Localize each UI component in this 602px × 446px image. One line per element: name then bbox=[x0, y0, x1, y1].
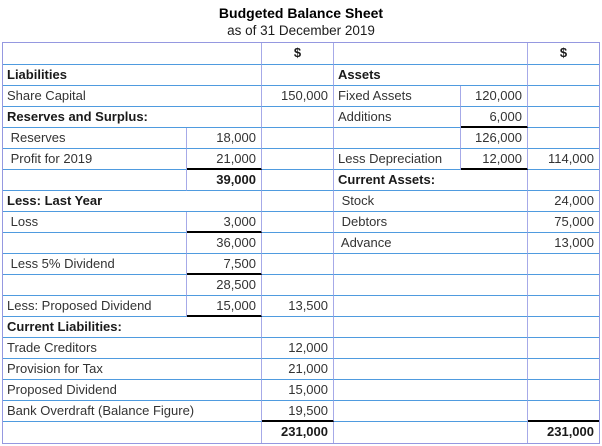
label-cell: Reserves bbox=[3, 128, 187, 149]
currency-header-liabilities: $ bbox=[262, 43, 334, 65]
empty-cell bbox=[3, 422, 262, 443]
amount-cell: 28,500 bbox=[187, 275, 262, 296]
total-assets: 231,000 bbox=[547, 424, 594, 439]
empty-cell bbox=[262, 317, 334, 338]
empty-cell bbox=[262, 128, 334, 149]
balance-sheet-table: $ $ Liabilities Assets Share Capital 150,000 F… bbox=[3, 43, 599, 443]
empty-cell bbox=[3, 170, 187, 191]
label-cell: Fixed Assets bbox=[334, 86, 461, 107]
label-cell: Less: Proposed Dividend bbox=[3, 296, 187, 317]
empty-cell bbox=[528, 86, 599, 107]
empty-cell bbox=[528, 401, 599, 422]
empty-cell bbox=[334, 317, 528, 338]
label-cell: Current Assets: bbox=[334, 170, 528, 191]
liabilities-section-header: Liabilities bbox=[3, 65, 262, 86]
empty-cell bbox=[334, 254, 528, 275]
amount-cell: 114,000 bbox=[528, 149, 599, 170]
label-cell: Trade Creditors bbox=[3, 338, 262, 359]
label-cell: Less Depreciation bbox=[334, 149, 461, 170]
empty-cell bbox=[528, 380, 599, 401]
empty-cell bbox=[528, 254, 599, 275]
heading-block: Budgeted Balance Sheet as of 31 December… bbox=[0, 4, 602, 39]
empty-cell bbox=[528, 359, 599, 380]
empty-cell bbox=[528, 128, 599, 149]
label-cell: Loss bbox=[3, 212, 187, 233]
label-cell: Current Liabilities: bbox=[3, 317, 262, 338]
empty-cell bbox=[528, 65, 599, 86]
page-title: Budgeted Balance Sheet bbox=[218, 5, 384, 21]
balance-sheet-table-wrapper: $ $ Liabilities Assets Share Capital 150,000 F… bbox=[2, 42, 600, 444]
amount-cell: 15,000 bbox=[187, 296, 262, 317]
empty-cell bbox=[3, 43, 262, 65]
empty-cell bbox=[334, 359, 528, 380]
empty-cell bbox=[528, 338, 599, 359]
empty-cell bbox=[528, 317, 599, 338]
amount-cell: 75,000 bbox=[528, 212, 599, 233]
empty-cell bbox=[334, 401, 528, 422]
empty-cell bbox=[334, 422, 528, 443]
total-liabilities: 231,000 bbox=[262, 422, 334, 443]
amount-cell: 12,000 bbox=[461, 149, 528, 170]
amount-cell: 21,000 bbox=[262, 359, 334, 380]
label-cell: Provision for Tax bbox=[3, 359, 262, 380]
amount-cell: 19,500 bbox=[262, 401, 334, 422]
empty-cell bbox=[334, 275, 528, 296]
label-cell: Stock bbox=[334, 191, 528, 212]
amount-cell: 7,500 bbox=[187, 254, 262, 275]
assets-section-header: Assets bbox=[334, 65, 528, 86]
amount-cell: 36,000 bbox=[187, 233, 262, 254]
empty-cell bbox=[262, 149, 334, 170]
label-cell: Reserves and Surplus: bbox=[3, 107, 262, 128]
label-cell: Bank Overdraft (Balance Figure) bbox=[3, 401, 262, 422]
empty-cell bbox=[262, 107, 334, 128]
amount-cell: 13,500 bbox=[262, 296, 334, 317]
label-cell: Less: Last Year bbox=[3, 191, 262, 212]
empty-cell bbox=[528, 170, 599, 191]
currency-header-assets: $ bbox=[528, 43, 599, 65]
empty-cell bbox=[334, 43, 528, 65]
page-subtitle: as of 31 December 2019 bbox=[227, 23, 375, 38]
empty-cell bbox=[334, 296, 528, 317]
label-cell: Debtors bbox=[334, 212, 528, 233]
amount-cell: 15,000 bbox=[262, 380, 334, 401]
amount-cell: 18,000 bbox=[187, 128, 262, 149]
empty-cell bbox=[262, 275, 334, 296]
empty-cell bbox=[3, 233, 187, 254]
label-cell: Additions bbox=[334, 107, 461, 128]
empty-cell bbox=[262, 170, 334, 191]
empty-cell bbox=[334, 380, 528, 401]
amount-cell: 12,000 bbox=[262, 338, 334, 359]
empty-cell bbox=[334, 128, 461, 149]
empty-cell bbox=[3, 275, 187, 296]
amount-cell: 6,000 bbox=[461, 107, 528, 128]
reserves-subtotal: 39,000 bbox=[187, 170, 262, 191]
amount-cell: 3,000 bbox=[187, 212, 262, 233]
empty-cell bbox=[528, 107, 599, 128]
empty-cell bbox=[262, 233, 334, 254]
empty-cell bbox=[334, 338, 528, 359]
empty-cell bbox=[528, 275, 599, 296]
amount-cell: 120,000 bbox=[461, 86, 528, 107]
empty-cell bbox=[262, 65, 334, 86]
amount-cell: 13,000 bbox=[528, 233, 599, 254]
amount-cell: 24,000 bbox=[528, 191, 599, 212]
empty-cell bbox=[262, 254, 334, 275]
empty-cell bbox=[528, 296, 599, 317]
label-cell: Less 5% Dividend bbox=[3, 254, 187, 275]
amount-cell: 126,000 bbox=[461, 128, 528, 149]
amount-cell: 21,000 bbox=[187, 149, 262, 170]
label-cell: Advance bbox=[334, 233, 528, 254]
label-cell: Proposed Dividend bbox=[3, 380, 262, 401]
amount-cell: 150,000 bbox=[262, 86, 334, 107]
empty-cell bbox=[262, 212, 334, 233]
label-cell: Share Capital bbox=[3, 86, 262, 107]
empty-cell bbox=[262, 191, 334, 212]
label-cell: Profit for 2019 bbox=[3, 149, 187, 170]
